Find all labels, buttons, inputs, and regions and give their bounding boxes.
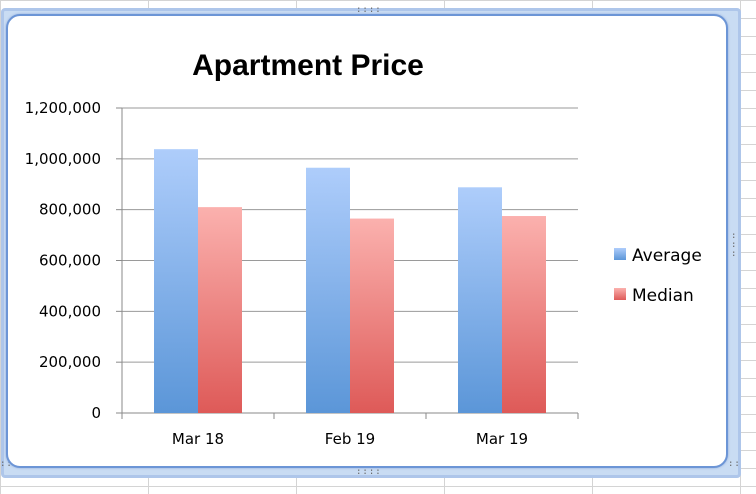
x-tick-label: Feb 19 [325, 430, 375, 448]
legend[interactable]: Average Median [614, 246, 702, 306]
bar-median-2 [502, 216, 546, 413]
resize-handle-bottom-right[interactable]: :: [728, 459, 741, 469]
legend-swatch-median [614, 288, 626, 300]
y-tick-label: 400,000 [39, 302, 101, 320]
y-axis-ticks: 0 200,000 400,000 600,000 800,000 1,000,000 1,… [25, 99, 101, 422]
bar-median-0 [198, 207, 242, 413]
bar-average-0 [154, 149, 198, 414]
resize-handle-bottom-left[interactable]: :: [0, 459, 13, 469]
y-tick-label: 800,000 [39, 201, 101, 219]
legend-swatch-average [614, 248, 626, 260]
y-tick-label: 0 [91, 404, 101, 422]
y-tick-label: 1,200,000 [25, 99, 101, 117]
bars [154, 149, 546, 414]
x-tick-label: Mar 18 [172, 430, 224, 448]
x-axis-ticks: Mar 18 Feb 19 Mar 19 [121, 413, 579, 448]
y-tick-label: 200,000 [39, 353, 101, 371]
bar-average-1 [306, 167, 350, 413]
chart-title: Apartment Price [192, 49, 424, 82]
resize-handle-bottom[interactable]: :::: [356, 467, 382, 477]
bar-median-1 [350, 218, 394, 413]
y-tick-label: 1,000,000 [25, 150, 101, 168]
legend-label-average: Average [632, 246, 702, 266]
resize-handle-right[interactable]: ::: [731, 231, 738, 259]
x-tick-label: Mar 19 [476, 430, 528, 448]
y-tick-label: 600,000 [39, 252, 101, 270]
legend-label-median: Median [632, 286, 694, 306]
bar-average-2 [458, 187, 502, 413]
resize-handle-top[interactable]: :::: [356, 5, 382, 15]
